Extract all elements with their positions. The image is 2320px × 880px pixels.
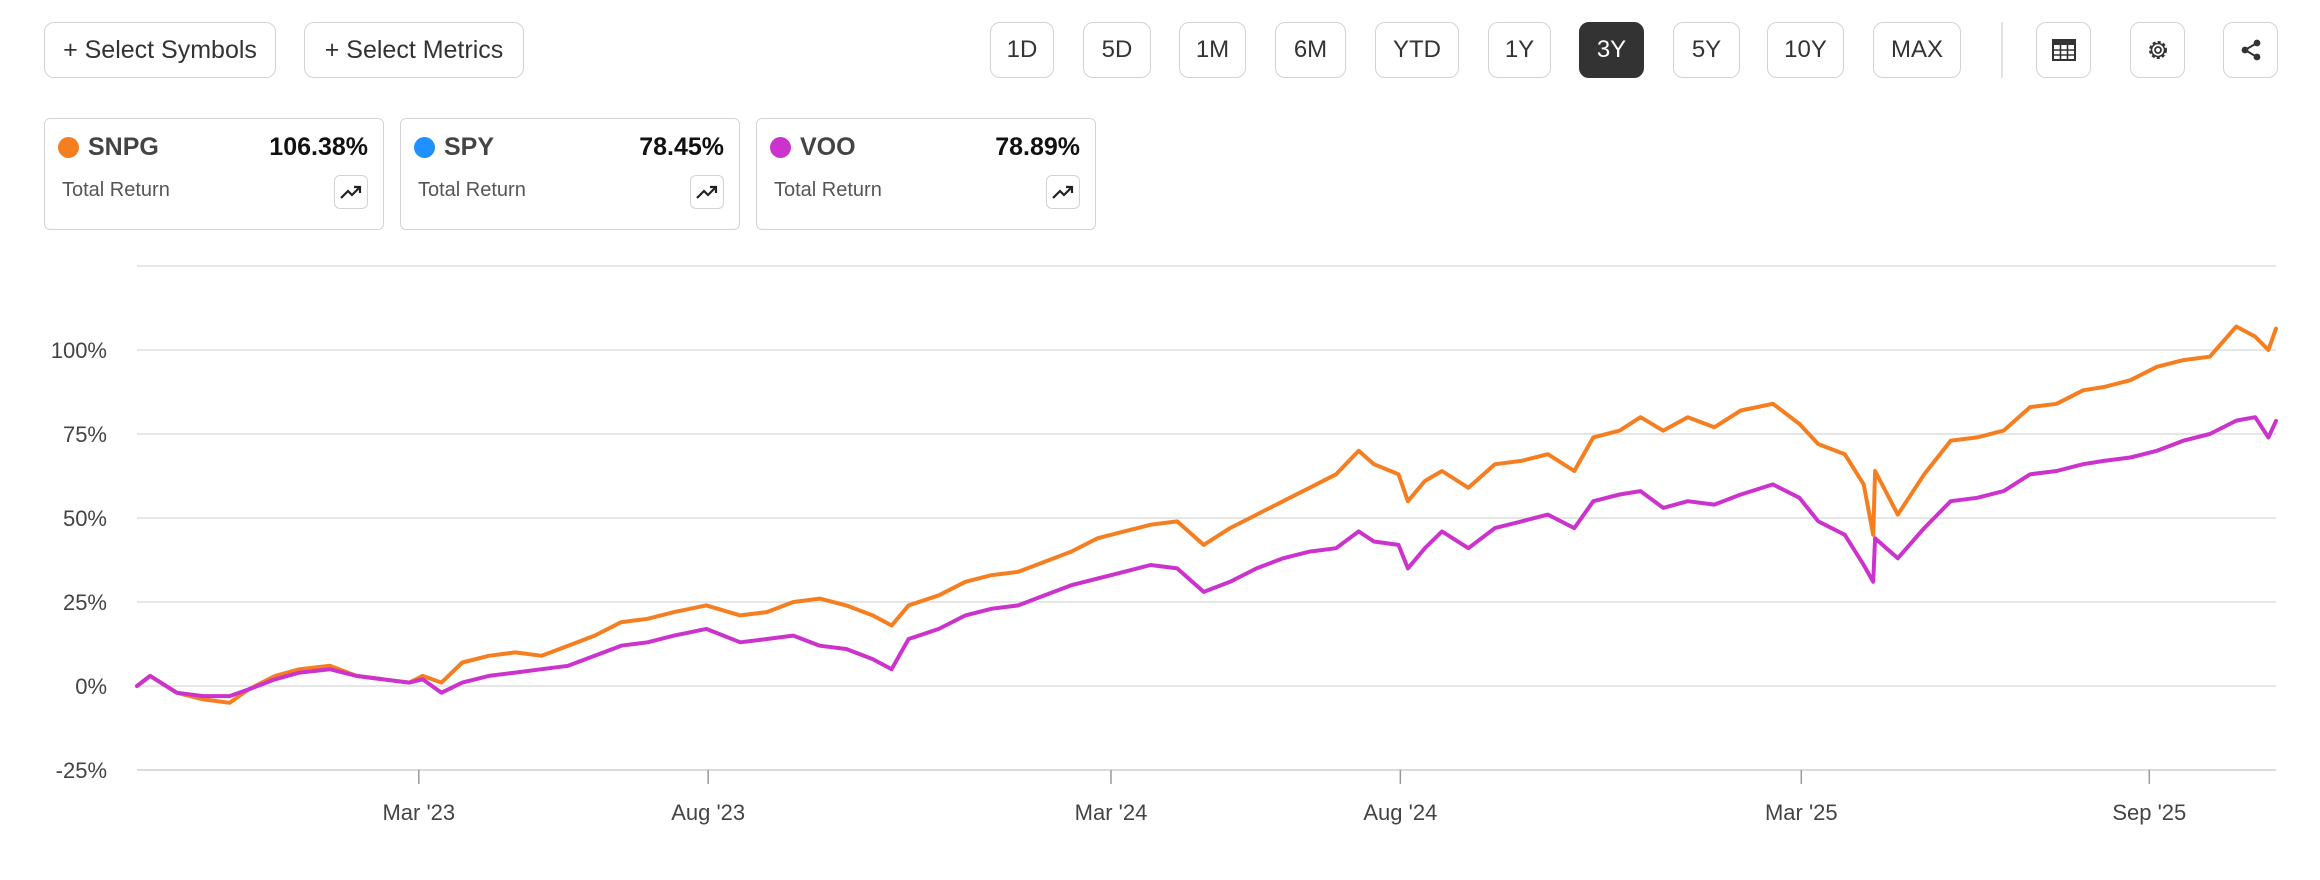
table-icon [2051,39,2076,61]
share-icon [2241,39,2260,61]
legend-card-voo[interactable]: VOO 78.89% Total Return [756,118,1096,230]
y-tick-label: 25% [63,590,107,615]
card-label: Total Return [774,179,882,201]
trend-chart-button[interactable] [334,175,368,209]
gridlines [137,265,2276,771]
range-ytd-button[interactable]: YTD [1375,22,1459,78]
range-5y-button[interactable]: 5Y [1673,22,1740,78]
x-axis: Mar '23 Aug '23 Mar '24 Aug '24 Mar '25 Sep '… [382,770,2186,825]
range-5d-button[interactable]: 5D [1083,22,1151,78]
y-tick-label: 0% [75,674,107,699]
range-3y-button[interactable]: 3Y [1579,22,1644,78]
series-line-voo [135,415,2278,699]
total-return-chart[interactable]: -25%0%25%50%75%100% Mar '23 Aug '23 Mar '2… [0,250,2320,880]
legend-card-snpg[interactable]: SNPG 106.38% Total Return [44,118,384,230]
trend-chart-button[interactable] [1046,175,1080,209]
select-metrics-button[interactable]: + Select Metrics [304,22,524,78]
x-tick-label: Mar '23 [382,800,455,825]
range-10y-button[interactable]: 10Y [1767,22,1844,78]
x-tick-label: Mar '25 [1765,800,1838,825]
x-tick-label: Mar '24 [1075,800,1148,825]
y-tick-label: -25% [56,758,107,783]
series-lines [135,324,2278,705]
card-value: 78.89% [995,133,1080,161]
range-1m-button[interactable]: 1M [1179,22,1246,78]
table-view-button[interactable] [2036,22,2091,78]
card-label: Total Return [418,179,526,201]
card-value: 106.38% [269,133,368,161]
card-symbol: SNPG [88,133,159,161]
x-tick-label: Aug '23 [671,800,745,825]
voo-color-dot [770,137,791,158]
range-max-button[interactable]: MAX [1873,22,1961,78]
card-symbol: SPY [444,133,495,161]
y-axis: -25% 0% 25% 50% 75% 100% [51,338,107,783]
spy-color-dot [414,137,435,158]
range-1y-button[interactable]: 1Y [1488,22,1551,78]
gear-icon [2148,41,2167,59]
legend-card-spy[interactable]: SPY 78.45% Total Return [400,118,740,230]
series-line-snpg [135,324,2278,705]
trending-up-icon [1052,185,1074,199]
y-tick-label: 100% [51,338,107,363]
select-symbols-button[interactable]: + Select Symbols [44,22,276,78]
range-1d-button[interactable]: 1D [990,22,1054,78]
x-tick-label: Aug '24 [1363,800,1437,825]
share-button[interactable] [2223,22,2278,78]
settings-button[interactable] [2130,22,2185,78]
x-tick-label: Sep '25 [2112,800,2186,825]
y-tick-label: 50% [63,506,107,531]
trending-up-icon [340,185,362,199]
toolbar-divider [2001,22,2003,78]
range-6m-button[interactable]: 6M [1275,22,1346,78]
trending-up-icon [696,185,718,199]
card-symbol: VOO [800,133,856,161]
card-value: 78.45% [639,133,724,161]
trend-chart-button[interactable] [690,175,724,209]
snpg-color-dot [58,137,79,158]
card-label: Total Return [62,179,170,201]
y-tick-label: 75% [63,422,107,447]
